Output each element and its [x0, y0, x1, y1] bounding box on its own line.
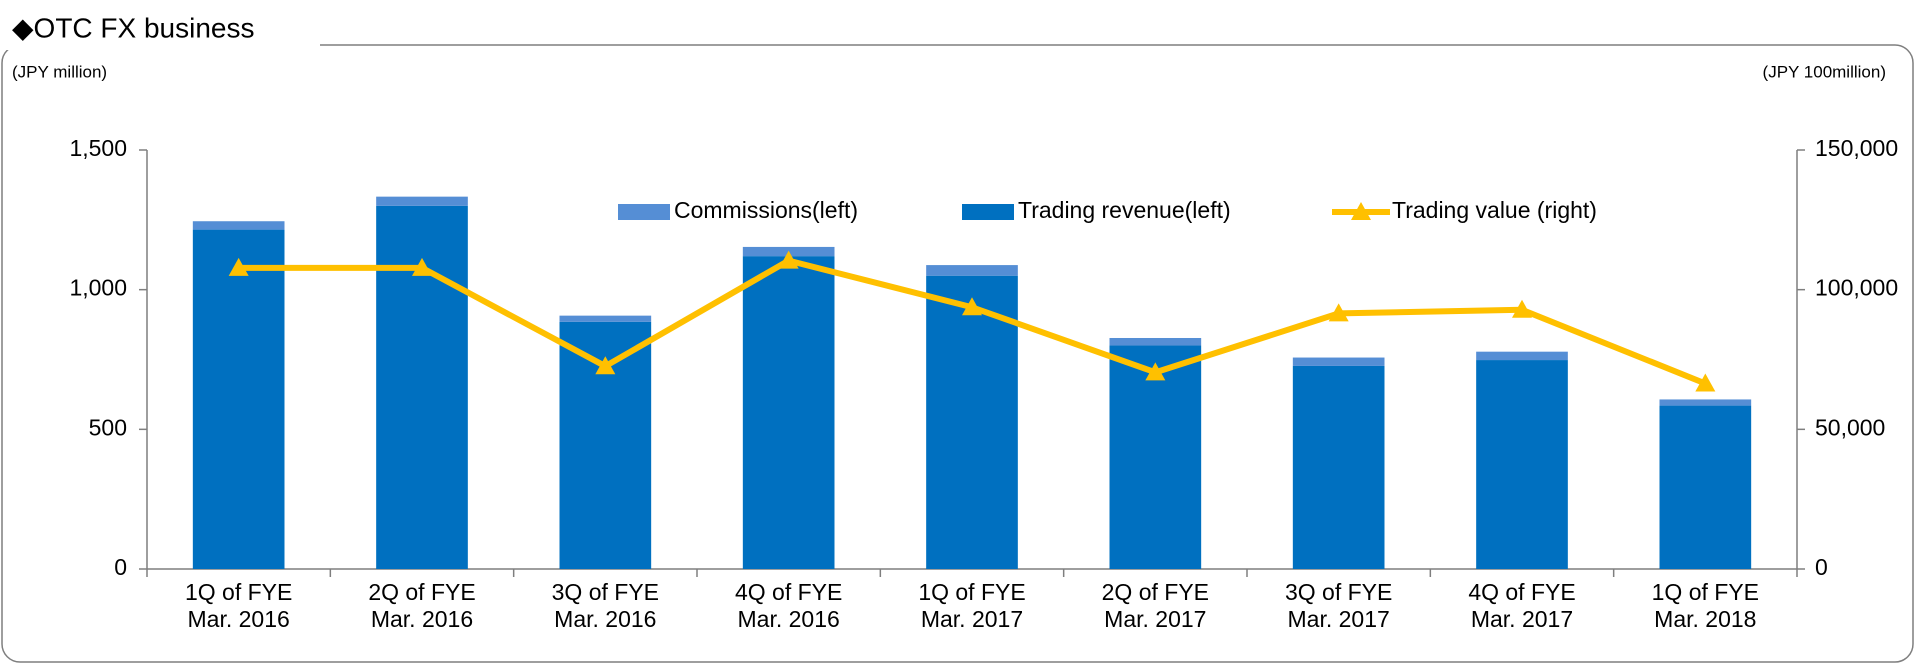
x-tick-label: 1Q of FYE Mar. 2016 [184, 579, 293, 632]
line-marker [412, 257, 432, 276]
bar-segment [1109, 345, 1202, 569]
y-tick-label: 0 [114, 554, 127, 580]
bar-segment [192, 229, 285, 570]
bar-segment [926, 275, 1018, 569]
x-tick-label: 3Q of FYE Mar. 2016 [551, 579, 660, 632]
bar-segment [1476, 360, 1568, 569]
bar-segment [1292, 357, 1385, 366]
bar-segment [926, 265, 1018, 276]
legend-label: Commissions(left) [674, 197, 858, 223]
y2-tick-label: 150,000 [1815, 135, 1898, 161]
line-marker [595, 356, 616, 375]
bar-segment [376, 196, 468, 206]
bar-segment [742, 256, 835, 569]
legend-swatch [962, 204, 1014, 220]
bar-segment [192, 221, 285, 230]
legend-marker [1351, 202, 1371, 220]
y-tick-label: 1,500 [69, 135, 127, 161]
x-tick-label: 2Q of FYE Mar. 2017 [1101, 579, 1210, 632]
bar-segment [1109, 337, 1202, 346]
y-tick-label: 500 [89, 414, 127, 440]
bar-segment [1659, 399, 1752, 406]
y-tick-label: 1,000 [69, 275, 127, 301]
bar-segment [1659, 405, 1752, 569]
x-tick-label: 4Q of FYE Mar. 2016 [734, 579, 843, 632]
line-marker [228, 257, 249, 276]
y2-tick-label: 0 [1815, 554, 1828, 580]
line-marker [1145, 362, 1166, 381]
x-tick-label: 1Q of FYE Mar. 2018 [1651, 579, 1760, 632]
y2-tick-label: 100,000 [1815, 275, 1898, 301]
chart-title: ◆OTC FX business [12, 12, 254, 43]
x-tick-label: 3Q of FYE Mar. 2017 [1284, 579, 1393, 632]
line-marker [1512, 299, 1532, 318]
x-tick-label: 4Q of FYE Mar. 2017 [1468, 579, 1576, 632]
line-marker [962, 297, 982, 316]
title-bg [0, 0, 320, 50]
line-marker [778, 250, 799, 269]
legend-label: Trading revenue(left) [1018, 197, 1231, 223]
x-tick-label: 2Q of FYE Mar. 2016 [368, 579, 476, 632]
y2-axis-label: (JPY 100million) [1763, 62, 1886, 81]
line-marker [1328, 303, 1349, 322]
legend-label: Trading value (right) [1392, 197, 1597, 223]
bar-segment [559, 315, 652, 322]
x-tick-label: 1Q of FYE Mar. 2017 [918, 579, 1026, 632]
bar-segment [1476, 351, 1568, 361]
y2-tick-label: 50,000 [1815, 414, 1885, 440]
bar-segment [1292, 365, 1385, 569]
line-marker [1695, 373, 1716, 392]
legend-swatch [618, 204, 670, 220]
frame [1, 44, 1914, 663]
y-axis-label: (JPY million) [12, 62, 107, 81]
